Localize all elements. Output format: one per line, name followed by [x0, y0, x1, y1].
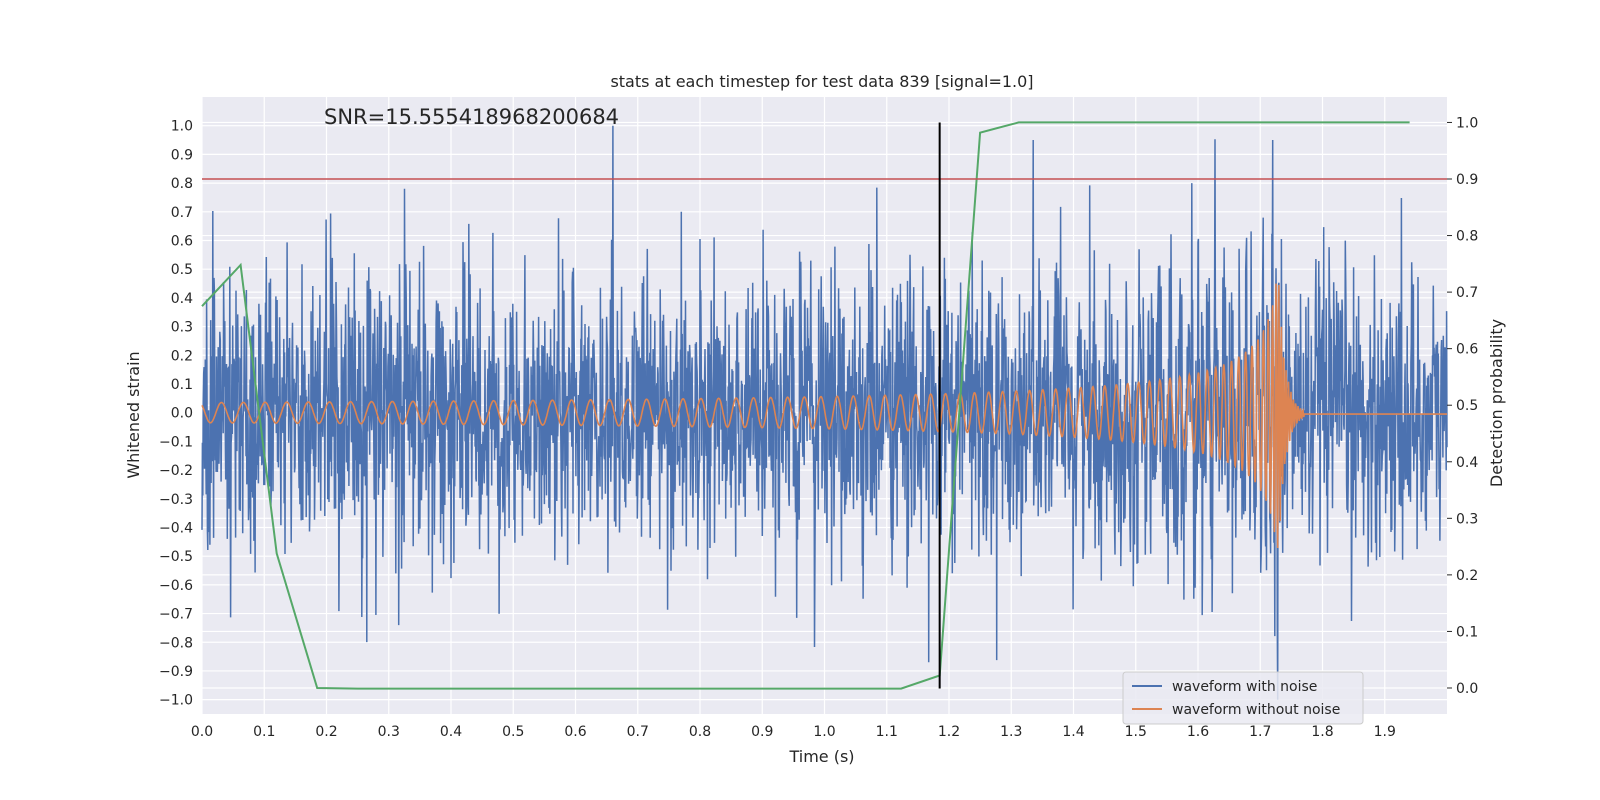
- x-tick-label: 1.0: [813, 724, 835, 740]
- x-tick-label: 1.3: [1000, 724, 1022, 740]
- x-tick-label: 1.9: [1374, 724, 1396, 740]
- legend-label-clean: waveform without noise: [1172, 702, 1340, 718]
- x-tick-label: 0.6: [564, 724, 586, 740]
- series-waveform-without-noise: [201, 283, 1447, 549]
- y-tick-label: −0.7: [159, 607, 193, 623]
- x-tick-label: 0.2: [315, 724, 337, 740]
- x-tick-label: 0.0: [191, 724, 213, 740]
- y-tick-label: 0.5: [171, 262, 193, 278]
- y2-tick-label: 1.0: [1456, 115, 1478, 131]
- x-tick-label: 0.9: [751, 724, 773, 740]
- y2-tick-label: 0.7: [1456, 285, 1478, 301]
- y2-tick-label: 0.6: [1456, 342, 1478, 358]
- x-tick-label: 1.5: [1125, 724, 1147, 740]
- y2-tick-label: 0.5: [1456, 398, 1478, 414]
- y-tick-label: −0.4: [159, 520, 193, 536]
- y-tick-label: −0.1: [159, 434, 193, 450]
- snr-annotation: SNR=15.555418968200684: [324, 105, 619, 129]
- waveform-with-noise-line: [201, 125, 1448, 700]
- y-tick-label: 0.8: [171, 176, 193, 192]
- reference-lines: [202, 122, 1447, 689]
- y-tick-label: 0.1: [171, 377, 193, 393]
- y2-axis-title: Detection probability: [1487, 319, 1506, 487]
- y-tick-label: −0.9: [159, 664, 193, 680]
- y-tick-label: 0.2: [171, 348, 193, 364]
- y2-tick-label: 0.0: [1456, 681, 1478, 697]
- x-tick-label: 0.3: [378, 724, 400, 740]
- x-tick-label: 0.8: [689, 724, 711, 740]
- x-tick-label: 1.7: [1249, 724, 1271, 740]
- y-tick-label: −1.0: [159, 693, 193, 709]
- x-tick-label: 1.2: [938, 724, 960, 740]
- series-waveform-with-noise: [201, 125, 1448, 700]
- y-tick-label: 0.9: [171, 147, 193, 163]
- detection-probability-line: [201, 121, 1410, 690]
- x-tick-label: 1.1: [876, 724, 898, 740]
- y-tick-label: 0.0: [171, 406, 193, 422]
- y2-tick-label: 0.2: [1456, 568, 1478, 584]
- y-tick-label: −0.3: [159, 492, 193, 508]
- x-axis-title: Time (s): [788, 747, 854, 766]
- chart-title: stats at each timestep for test data 839…: [610, 72, 1033, 91]
- y-tick-label: 0.3: [171, 320, 193, 336]
- y-tick-label: 0.6: [171, 233, 193, 249]
- y-tick-label: −0.8: [159, 635, 193, 651]
- x-tick-label: 0.7: [627, 724, 649, 740]
- x-tick-label: 1.4: [1062, 724, 1084, 740]
- y2-tick-label: 0.9: [1456, 172, 1478, 188]
- x-tick-label: 0.4: [440, 724, 462, 740]
- y-tick-label: −0.2: [159, 463, 193, 479]
- legend: waveform with noise waveform without noi…: [1122, 671, 1364, 725]
- y2-tick-label: 0.8: [1456, 229, 1478, 245]
- y2-tick-label: 0.4: [1456, 455, 1478, 471]
- tick-labels: 0.0 0.1 0.2 0.3 0.4 0.5 0.6 0.7 0.8 0.9 1.0 1.1 1.2 1…: [159, 115, 1478, 740]
- waveform-without-noise-line: [201, 283, 1447, 549]
- y2-tick-label: 0.1: [1456, 624, 1478, 640]
- x-tick-label: 0.1: [253, 724, 275, 740]
- legend-box: [1122, 671, 1364, 725]
- x-tick-label: 1.6: [1187, 724, 1209, 740]
- y-tick-label: 0.4: [171, 291, 193, 307]
- y-tick-label: 1.0: [171, 119, 193, 135]
- y-tick-label: −0.5: [159, 549, 193, 565]
- y-tick-label: −0.6: [159, 578, 193, 594]
- y2-tick-label: 0.3: [1456, 511, 1478, 527]
- legend-label-noise: waveform with noise: [1172, 679, 1317, 695]
- x-tick-label: 1.8: [1311, 724, 1333, 740]
- y-tick-label: 0.7: [171, 205, 193, 221]
- y-axis-title: Whitened strain: [124, 351, 143, 478]
- series-detection-probability: [201, 121, 1410, 690]
- x-tick-label: 0.5: [502, 724, 524, 740]
